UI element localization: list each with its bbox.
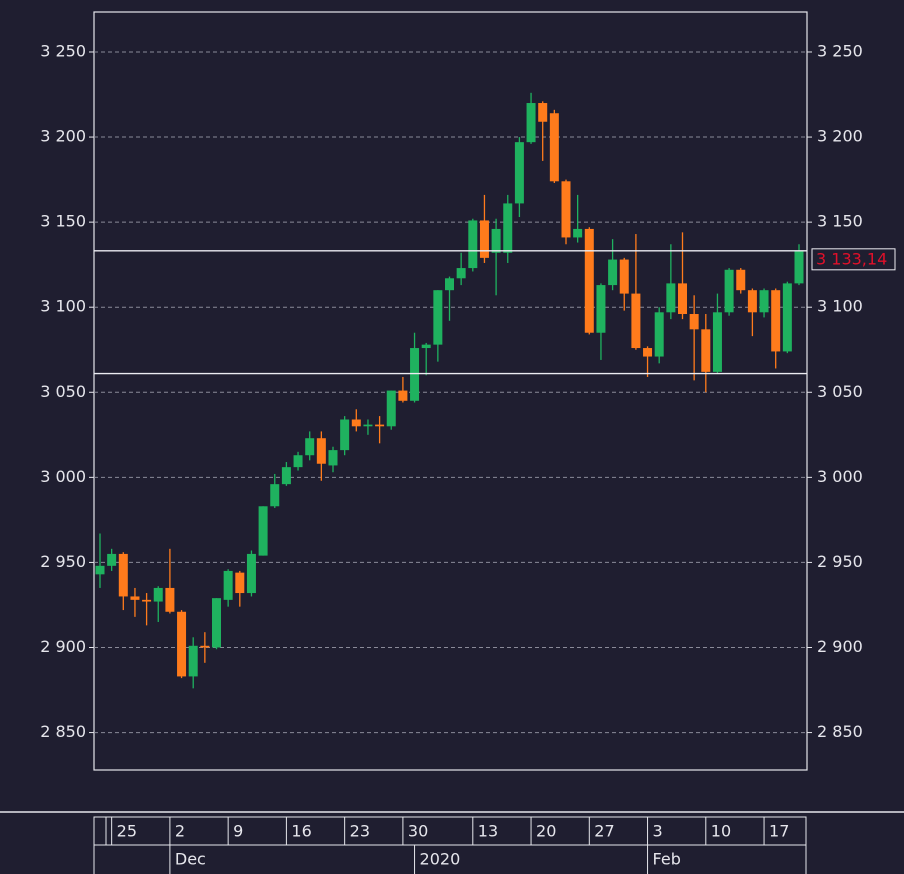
- candle-body: [305, 438, 315, 456]
- y-tick-label: 2 900: [40, 637, 86, 656]
- candle-body: [328, 450, 338, 466]
- y-tick-label-right: 2 950: [817, 552, 863, 571]
- x-tick-label: 16: [291, 822, 311, 841]
- candle-body: [456, 268, 466, 279]
- x-group-label: Dec: [175, 850, 206, 869]
- y-tick-label-right: 3 100: [817, 297, 863, 316]
- candle-body: [771, 290, 781, 352]
- candle-body: [223, 570, 233, 600]
- x-tick-label: 23: [350, 822, 370, 841]
- candle-body: [212, 598, 221, 648]
- candle-body: [584, 228, 594, 333]
- candle-body: [503, 203, 513, 253]
- candle-body: [666, 283, 676, 313]
- candle-body: [246, 553, 256, 594]
- candle-body: [95, 565, 105, 575]
- candle-body: [281, 467, 291, 485]
- candle-body: [712, 312, 722, 372]
- x-tick-label: 10: [711, 822, 731, 841]
- candle-body: [619, 259, 629, 294]
- candle-body: [724, 269, 734, 313]
- candle-body: [747, 290, 757, 313]
- candle-body: [165, 587, 175, 612]
- y-tick-label: 3 100: [40, 297, 86, 316]
- x-tick-label: 30: [408, 822, 428, 841]
- candle-body: [351, 419, 361, 427]
- candle-body: [153, 587, 163, 602]
- candle-body: [235, 572, 245, 594]
- candle-body: [689, 314, 699, 330]
- plot-frame: [93, 11, 808, 771]
- x-tick-label: 13: [478, 822, 498, 841]
- candle-body: [479, 220, 489, 258]
- price-label: 3 133,14: [816, 249, 887, 268]
- candle-body: [386, 390, 396, 427]
- candle-body: [445, 278, 454, 291]
- x-tick-label: 9: [233, 822, 243, 841]
- candle-body: [782, 283, 792, 352]
- candle-body: [177, 611, 187, 677]
- y-tick-label: 3 000: [40, 467, 86, 486]
- time-axis-frame: [93, 816, 807, 874]
- candle-body: [608, 259, 618, 286]
- y-tick-label: 3 200: [40, 127, 86, 146]
- candle-body: [142, 599, 152, 602]
- candle-body: [293, 455, 303, 468]
- price-label-box: [811, 248, 896, 271]
- candle-body: [794, 250, 804, 284]
- candle-body: [596, 285, 606, 333]
- candle-body: [107, 553, 117, 566]
- y-tick-label: 3 250: [40, 41, 86, 60]
- candle-body: [538, 103, 548, 122]
- y-tick-label-right: 3 150: [817, 212, 863, 231]
- candle-body: [701, 329, 711, 372]
- candle-body: [759, 290, 769, 313]
- candle-body: [549, 113, 559, 182]
- x-group-label: Feb: [653, 850, 681, 869]
- x-tick-label: 27: [594, 822, 614, 841]
- candle-body: [421, 344, 431, 349]
- candle-body: [491, 228, 501, 253]
- candle-body: [514, 142, 524, 204]
- candle-body: [118, 553, 128, 597]
- candle-body: [410, 348, 420, 401]
- candle-body: [363, 424, 373, 427]
- y-tick-label-right: 3 200: [817, 127, 863, 146]
- candle-body: [654, 312, 664, 357]
- x-tick-label: 3: [653, 822, 663, 841]
- y-tick-label-right: 3 050: [817, 382, 863, 401]
- y-tick-label-right: 2 850: [817, 722, 863, 741]
- y-tick-label-right: 2 900: [817, 637, 863, 656]
- candle-body: [561, 181, 571, 238]
- x-group-label: 2020: [420, 850, 461, 869]
- candle-body: [130, 596, 140, 600]
- y-tick-label: 3 050: [40, 382, 86, 401]
- y-tick-label-right: 3 000: [817, 467, 863, 486]
- candle-body: [433, 290, 443, 345]
- candle-body: [526, 103, 536, 143]
- x-tick-label: 25: [117, 822, 137, 841]
- y-tick-label-right: 3 250: [817, 41, 863, 60]
- candle-body: [316, 438, 326, 464]
- candle-body: [678, 283, 687, 315]
- x-tick-label: 2: [175, 822, 185, 841]
- y-tick-label: 2 850: [40, 722, 86, 741]
- candle-body: [643, 348, 653, 357]
- candle-body: [188, 645, 198, 677]
- candle-body: [340, 419, 350, 451]
- candle-body: [573, 228, 583, 238]
- candle-body: [468, 220, 478, 269]
- candle-body: [200, 645, 210, 648]
- x-tick-label: 20: [536, 822, 556, 841]
- candle-body: [258, 506, 268, 556]
- candle-body: [631, 293, 641, 349]
- candle-body: [375, 424, 385, 427]
- candle-body: [398, 390, 408, 401]
- y-tick-label: 2 950: [40, 552, 86, 571]
- x-tick-label: 17: [769, 822, 789, 841]
- candle-body: [736, 269, 746, 291]
- y-tick-label: 3 150: [40, 212, 86, 231]
- candle-body: [270, 484, 280, 507]
